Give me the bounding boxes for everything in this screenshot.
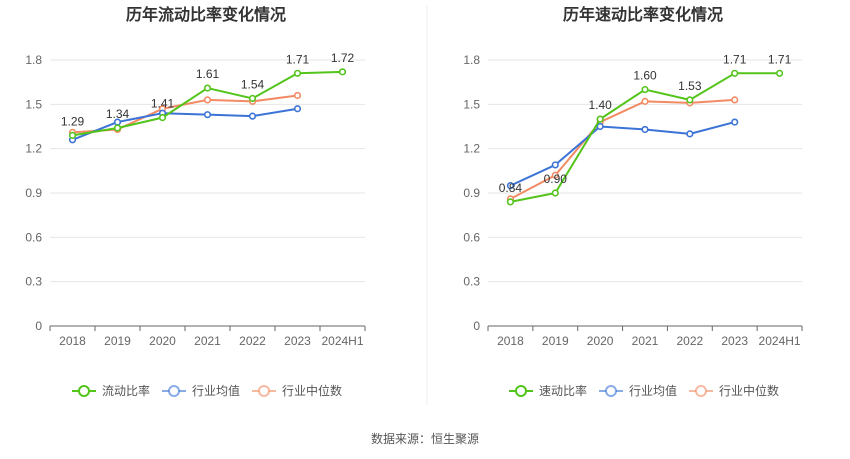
legend-item[interactable]: 行业中位数 (252, 383, 342, 398)
series-line (509, 98, 735, 200)
y-tick-label: 0.6 (463, 230, 480, 244)
legend-item[interactable]: 行业中位数 (689, 383, 779, 398)
x-tick-label: 2023 (721, 334, 748, 348)
data-point[interactable] (731, 69, 739, 77)
data-point[interactable] (293, 105, 302, 113)
legend-label: 流动比率 (102, 383, 150, 398)
x-tick-label: 2024H1 (759, 334, 801, 348)
data-label: 1.29 (61, 114, 85, 128)
data-point[interactable] (506, 198, 515, 206)
legend-item[interactable]: 行业均值 (599, 383, 677, 398)
data-point[interactable] (158, 114, 167, 122)
data-label: 1.71 (768, 52, 792, 66)
data-label: 1.40 (588, 98, 612, 112)
data-point[interactable] (775, 69, 784, 77)
legend-label: 行业中位数 (719, 383, 779, 398)
chart-title: 历年流动比率变化情况 (126, 5, 286, 24)
data-point[interactable] (641, 85, 649, 94)
legend-marker (605, 385, 617, 397)
data-source-note: 数据来源：恒生聚源 (371, 431, 479, 446)
y-tick-label: 0.6 (25, 230, 42, 244)
data-point[interactable] (686, 130, 694, 138)
series-line (510, 121, 735, 187)
data-point[interactable] (731, 96, 739, 104)
data-label: 0.90 (544, 172, 568, 186)
data-label: 1.72 (331, 51, 355, 65)
data-point[interactable] (68, 131, 77, 139)
data-point[interactable] (113, 124, 122, 132)
data-point[interactable] (551, 189, 559, 197)
series-line (72, 107, 298, 141)
y-tick-label: 1.5 (463, 97, 480, 111)
data-point[interactable] (293, 91, 302, 100)
data-point[interactable] (203, 111, 212, 119)
x-tick-label: 2020 (149, 334, 176, 348)
data-point[interactable] (506, 182, 515, 190)
data-point[interactable] (686, 96, 694, 104)
data-point[interactable] (596, 115, 604, 123)
x-tick-label: 2024H1 (321, 334, 363, 348)
data-point[interactable] (596, 122, 604, 131)
x-tick-label: 2019 (542, 334, 569, 348)
y-tick-label: 0.9 (463, 186, 480, 200)
data-point[interactable] (248, 112, 257, 120)
data-point[interactable] (731, 118, 739, 126)
legend-marker (515, 385, 527, 397)
data-label: 1.71 (723, 52, 747, 66)
legend-marker (168, 385, 180, 397)
y-tick-label: 0.3 (463, 275, 480, 289)
legend-label: 速动比率 (539, 383, 587, 398)
data-point[interactable] (203, 84, 212, 92)
legend-marker (78, 385, 90, 397)
series-line (72, 70, 343, 137)
x-tick-label: 2023 (284, 334, 311, 348)
x-tick-label: 2022 (677, 334, 704, 348)
y-tick-label: 1.8 (25, 53, 42, 67)
y-tick-label: 1.2 (463, 142, 480, 156)
y-tick-label: 0.9 (25, 186, 42, 200)
data-point[interactable] (203, 96, 212, 104)
y-tick-label: 1.5 (25, 97, 42, 111)
x-tick-label: 2018 (59, 334, 86, 348)
x-tick-label: 2020 (587, 334, 614, 348)
y-tick-label: 0 (473, 319, 480, 333)
data-point[interactable] (641, 97, 649, 105)
legend-item[interactable]: 行业均值 (162, 383, 240, 398)
data-label: 1.53 (678, 79, 702, 93)
legend-marker (258, 385, 270, 397)
data-label: 1.54 (241, 77, 265, 91)
data-point[interactable] (293, 69, 302, 77)
legend-item[interactable]: 速动比率 (509, 383, 587, 398)
data-label: 1.60 (633, 69, 657, 83)
x-tick-label: 2018 (497, 334, 524, 348)
x-tick-label: 2019 (104, 334, 131, 348)
x-tick-label: 2022 (239, 334, 266, 348)
x-tick-label: 2021 (632, 334, 659, 348)
data-point[interactable] (551, 161, 559, 169)
legend-label: 行业均值 (192, 383, 240, 398)
data-point[interactable] (551, 171, 559, 179)
y-tick-label: 0 (35, 319, 42, 333)
x-tick-label: 2021 (194, 334, 221, 348)
legend-marker (695, 385, 707, 397)
data-label: 0.84 (499, 181, 523, 195)
data-point[interactable] (641, 125, 649, 134)
data-label: 1.41 (151, 97, 175, 111)
data-label: 1.34 (106, 107, 130, 121)
data-label: 1.71 (286, 52, 310, 66)
data-label: 1.61 (196, 67, 220, 81)
chart-title: 历年速动比率变化情况 (563, 5, 723, 24)
legend-label: 行业均值 (629, 383, 677, 398)
chart-current-ratio: 历年流动比率变化情况 0 0.3 0.6 0.9 1.2 1.5 1.8 2018 2019 202… (25, 5, 366, 398)
y-tick-label: 1.8 (463, 53, 480, 67)
y-tick-label: 0.3 (25, 275, 42, 289)
legend-label: 行业中位数 (282, 383, 342, 398)
data-point[interactable] (338, 68, 347, 76)
data-point[interactable] (248, 94, 257, 103)
y-tick-label: 1.2 (25, 142, 42, 156)
legend-item[interactable]: 流动比率 (72, 383, 150, 398)
chart-quick-ratio: 历年速动比率变化情况 0 0.3 0.6 0.9 1.2 1.5 1.8 2018 2019 202… (463, 5, 803, 398)
